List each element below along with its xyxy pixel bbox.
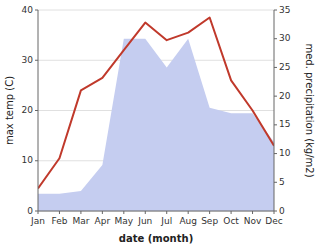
x-tick-label: Feb [51, 216, 67, 226]
x-tick-label: Dec [265, 216, 282, 226]
chart: 01020304005101520253035JanFebMarAprMayJu… [0, 0, 318, 247]
precipitation-area [38, 39, 274, 211]
y2-tick-label: 30 [279, 33, 291, 43]
y2-tick-label: 20 [279, 91, 291, 101]
x-tick [209, 211, 210, 214]
x-tick [231, 211, 232, 214]
y-tick-label: 20 [22, 105, 34, 115]
y-axis-label: max temp (C) [4, 76, 15, 145]
y2-tick-label: 5 [279, 177, 285, 187]
x-tick [123, 211, 124, 214]
x-tick-label: Jul [160, 216, 172, 226]
y2-tick-label: 35 [279, 5, 290, 15]
y2-tick [274, 182, 277, 183]
x-tick-label: Mar [72, 216, 89, 226]
x-tick [102, 211, 103, 214]
y2-tick-label: 25 [279, 62, 290, 72]
x-tick-label: Sep [201, 216, 218, 226]
grid-line [38, 211, 274, 212]
x-tick [38, 211, 39, 214]
temperature-line [38, 18, 274, 189]
x-tick-label: Jun [137, 216, 152, 226]
x-tick [188, 211, 189, 214]
y2-tick [274, 67, 277, 68]
y-tick [35, 160, 38, 161]
x-tick [59, 211, 60, 214]
x-tick [274, 211, 275, 214]
y-tick-label: 30 [22, 55, 34, 65]
y-tick [35, 110, 38, 111]
y-tick-label: 40 [22, 5, 34, 15]
y2-tick-label: 0 [279, 206, 285, 216]
x-tick-label: Apr [95, 216, 111, 226]
y2-tick [274, 10, 277, 11]
y2-tick [274, 96, 277, 97]
x-tick-label: Nov [244, 216, 262, 226]
grid-line [38, 10, 274, 11]
x-tick-label: Jan [30, 216, 45, 226]
x-axis-label: date (month) [119, 233, 193, 244]
y2-axis-line [274, 10, 275, 211]
x-tick-label: Aug [179, 216, 197, 226]
y2-tick [274, 124, 277, 125]
x-tick [145, 211, 146, 214]
y2-tick-label: 15 [279, 119, 290, 129]
x-tick [252, 211, 253, 214]
y-tick [35, 10, 38, 11]
y2-axis-label: med. precipitation (kg/m2) [304, 43, 315, 177]
x-tick-label: Oct [223, 216, 239, 226]
y2-tick [274, 153, 277, 154]
y-tick-label: 0 [27, 206, 33, 216]
plot-area [38, 18, 274, 211]
y2-tick [274, 38, 277, 39]
x-tick [166, 211, 167, 214]
y-tick-label: 10 [22, 155, 34, 165]
y2-tick-label: 10 [279, 148, 291, 158]
x-tick-label: May [115, 216, 134, 226]
y-tick [35, 60, 38, 61]
x-axis-line [38, 211, 274, 212]
x-tick [80, 211, 81, 214]
